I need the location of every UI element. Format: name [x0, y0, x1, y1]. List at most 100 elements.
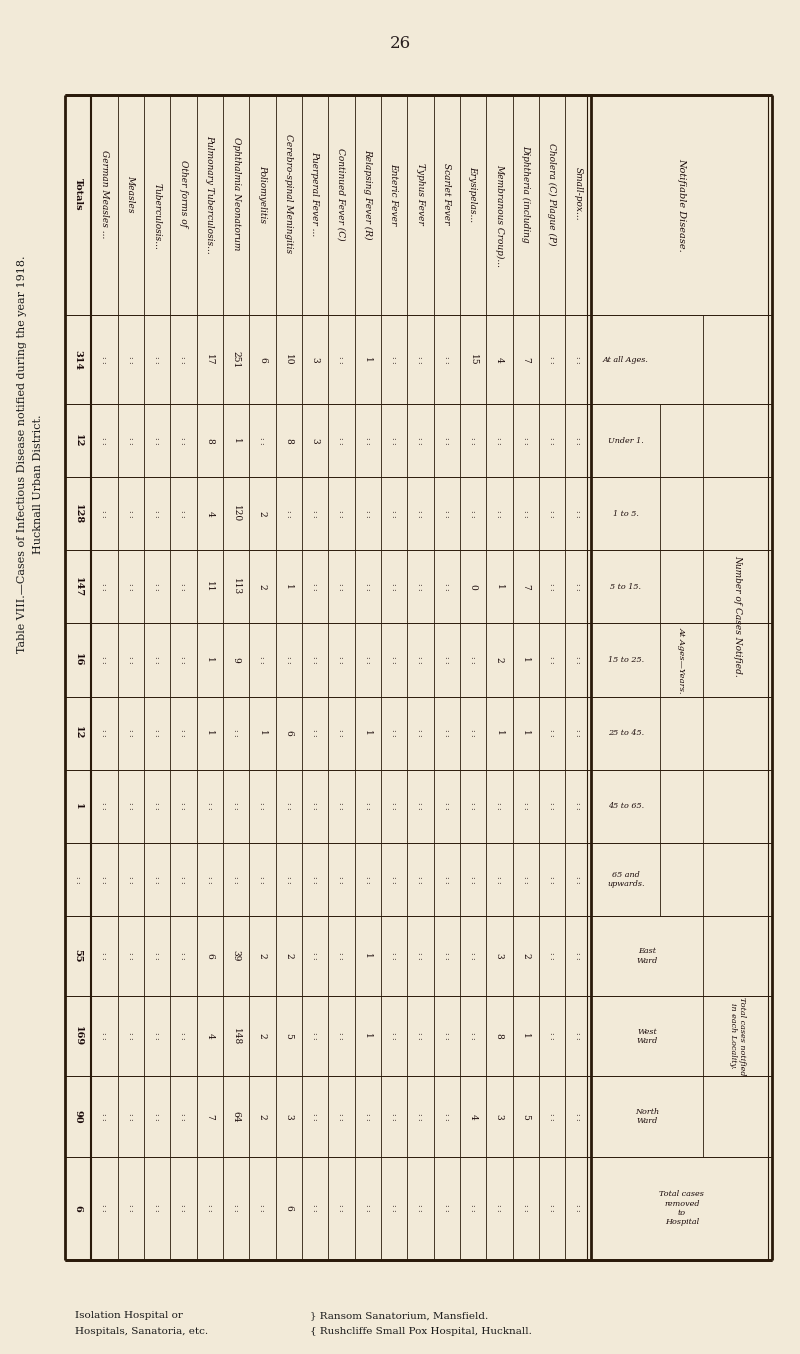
Text: 15: 15	[469, 353, 478, 366]
Text: : :: : :	[285, 803, 293, 810]
Text: : :: : :	[442, 730, 450, 737]
Text: : :: : :	[258, 1205, 266, 1212]
Text: 4: 4	[495, 356, 504, 363]
Text: : :: : :	[442, 876, 450, 883]
Text: 3: 3	[495, 1113, 504, 1120]
Text: : :: : :	[574, 876, 582, 883]
Text: 15 to 25.: 15 to 25.	[608, 657, 644, 663]
Text: 4: 4	[206, 510, 214, 517]
Text: 8: 8	[206, 437, 214, 444]
Text: : :: : :	[206, 803, 214, 810]
Text: Membranous Croup)...: Membranous Croup)...	[494, 164, 504, 268]
Text: : :: : :	[495, 437, 503, 444]
Text: North
Ward: North Ward	[635, 1108, 659, 1125]
Text: 251: 251	[232, 351, 241, 368]
Text: 3: 3	[310, 356, 319, 363]
Text: : :: : :	[416, 356, 424, 363]
Text: 3: 3	[310, 437, 319, 444]
Text: Ophthalmia Neonatorum: Ophthalmia Neonatorum	[232, 137, 241, 250]
Text: : :: : :	[390, 730, 398, 737]
Text: : :: : :	[469, 657, 477, 663]
Text: : :: : :	[179, 730, 187, 737]
Text: : :: : :	[101, 1113, 109, 1120]
Text: : :: : :	[390, 803, 398, 810]
Text: : :: : :	[153, 730, 161, 737]
Text: : :: : :	[338, 510, 346, 517]
Text: 120: 120	[232, 505, 241, 523]
Text: : :: : :	[311, 510, 319, 517]
Text: } Ransom Sanatorium, Mansfield.: } Ransom Sanatorium, Mansfield.	[310, 1312, 488, 1320]
Text: : :: : :	[338, 657, 346, 663]
Text: : :: : :	[548, 1205, 556, 1212]
Text: 1: 1	[521, 730, 530, 737]
Text: : :: : :	[574, 1113, 582, 1120]
Text: : :: : :	[206, 1205, 214, 1212]
Text: : :: : :	[74, 876, 82, 883]
Text: : :: : :	[285, 510, 293, 517]
Text: 65 and
upwards.: 65 and upwards.	[607, 871, 645, 888]
Text: 1: 1	[258, 730, 267, 737]
Text: 4: 4	[469, 1113, 478, 1120]
Text: Notifiable Disease.: Notifiable Disease.	[678, 158, 686, 252]
Text: : :: : :	[574, 510, 582, 517]
Text: : :: : :	[416, 952, 424, 960]
Text: Puerperal Fever ...: Puerperal Fever ...	[310, 152, 319, 237]
Text: Table VIII.—Cases of Infectious Disease notified during the year 1918.: Table VIII.—Cases of Infectious Disease …	[17, 256, 27, 653]
Text: : :: : :	[311, 876, 319, 883]
Text: : :: : :	[364, 657, 372, 663]
Text: : :: : :	[416, 803, 424, 810]
Text: 6: 6	[74, 1205, 82, 1212]
Text: : :: : :	[416, 876, 424, 883]
Text: : :: : :	[574, 657, 582, 663]
Text: : :: : :	[232, 1205, 240, 1212]
Text: Hospitals, Sanatoria, etc.: Hospitals, Sanatoria, etc.	[75, 1327, 208, 1336]
Text: : :: : :	[101, 584, 109, 590]
Text: 39: 39	[232, 951, 241, 961]
Text: : :: : :	[153, 510, 161, 517]
Text: : :: : :	[101, 657, 109, 663]
Text: : :: : :	[127, 952, 135, 960]
Text: 5: 5	[284, 1033, 294, 1039]
Text: 2: 2	[495, 657, 504, 663]
Text: : :: : :	[311, 803, 319, 810]
Text: : :: : :	[442, 510, 450, 517]
Text: : :: : :	[416, 1113, 424, 1120]
Text: : :: : :	[127, 1032, 135, 1040]
Text: : :: : :	[179, 876, 187, 883]
Text: 6: 6	[284, 1205, 294, 1212]
Text: Measles: Measles	[126, 175, 135, 213]
Text: 113: 113	[232, 578, 241, 596]
Text: 1: 1	[521, 1033, 530, 1039]
Text: : :: : :	[574, 1032, 582, 1040]
Text: : :: : :	[548, 437, 556, 444]
Text: 11: 11	[206, 581, 214, 593]
Text: : :: : :	[258, 657, 266, 663]
Text: : :: : :	[127, 730, 135, 737]
Text: Tuberculosis...: Tuberculosis...	[153, 183, 162, 249]
Text: : :: : :	[311, 952, 319, 960]
Text: 1: 1	[232, 437, 241, 444]
Text: : :: : :	[311, 730, 319, 737]
Text: : :: : :	[311, 657, 319, 663]
Text: : :: : :	[311, 1032, 319, 1040]
Text: : :: : :	[416, 657, 424, 663]
Text: : :: : :	[416, 584, 424, 590]
Text: : :: : :	[258, 876, 266, 883]
Text: : :: : :	[127, 1113, 135, 1120]
Text: 9: 9	[232, 657, 241, 663]
Text: Total cases
removed
to
Hospital: Total cases removed to Hospital	[659, 1190, 704, 1227]
Text: 314: 314	[74, 349, 82, 370]
Text: : :: : :	[548, 510, 556, 517]
Text: : :: : :	[442, 657, 450, 663]
Text: : :: : :	[469, 730, 477, 737]
Text: : :: : :	[416, 437, 424, 444]
Text: : :: : :	[416, 510, 424, 517]
Text: : :: : :	[338, 356, 346, 363]
Text: : :: : :	[574, 1205, 582, 1212]
Text: : :: : :	[390, 437, 398, 444]
Text: : :: : :	[311, 1205, 319, 1212]
Text: : :: : :	[153, 584, 161, 590]
Text: : :: : :	[495, 876, 503, 883]
Text: : :: : :	[522, 437, 530, 444]
Text: 6: 6	[206, 953, 214, 959]
